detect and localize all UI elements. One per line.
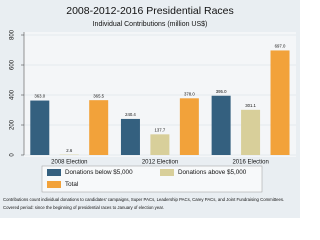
legend-box <box>41 165 263 193</box>
y-tick-label: 0 <box>10 153 16 157</box>
x-tick-label: 2016 Election <box>232 160 268 166</box>
bar <box>179 98 199 155</box>
y-tick-label: 200 <box>10 119 16 130</box>
value-label: 2.6 <box>66 148 73 153</box>
value-label: 395.0 <box>216 89 227 94</box>
bar <box>270 50 290 156</box>
value-label: 137.7 <box>155 127 166 132</box>
value-label: 378.0 <box>184 91 195 96</box>
legend-swatch <box>160 169 174 176</box>
footnote: Covered period: since the beginning of p… <box>3 205 164 210</box>
chart: 2008-2012-2016 Presidential Races Indivi… <box>0 0 300 218</box>
bar <box>150 134 170 155</box>
legend-label: Total <box>65 181 78 188</box>
value-label: 363.0 <box>34 94 45 99</box>
legend-swatch <box>47 169 61 176</box>
bar <box>30 100 50 155</box>
value-label: 240.4 <box>125 112 136 117</box>
y-tick-label: 400 <box>10 89 16 100</box>
x-tick-label: 2012 Election <box>142 160 178 166</box>
value-label: 365.5 <box>93 93 104 98</box>
y-tick-label: 800 <box>10 29 16 40</box>
legend-label: Donations below $5,000 <box>65 169 133 176</box>
bar <box>211 95 231 155</box>
legend-label: Donations above $5,000 <box>178 169 247 176</box>
value-label: 301.1 <box>245 103 256 108</box>
bar <box>120 118 140 155</box>
chart-subtitle: Individual Contributions (million US$) <box>93 21 208 28</box>
footnote: Contributions count individual donations… <box>3 197 284 202</box>
bar <box>89 100 109 155</box>
y-tick-label: 600 <box>10 59 16 70</box>
bar <box>241 109 261 155</box>
legend-swatch <box>47 181 61 188</box>
chart-title: 2008-2012-2016 Presidential Races <box>66 5 234 17</box>
value-label: 697.0 <box>275 44 286 49</box>
x-tick-label: 2008 Election <box>51 160 87 166</box>
